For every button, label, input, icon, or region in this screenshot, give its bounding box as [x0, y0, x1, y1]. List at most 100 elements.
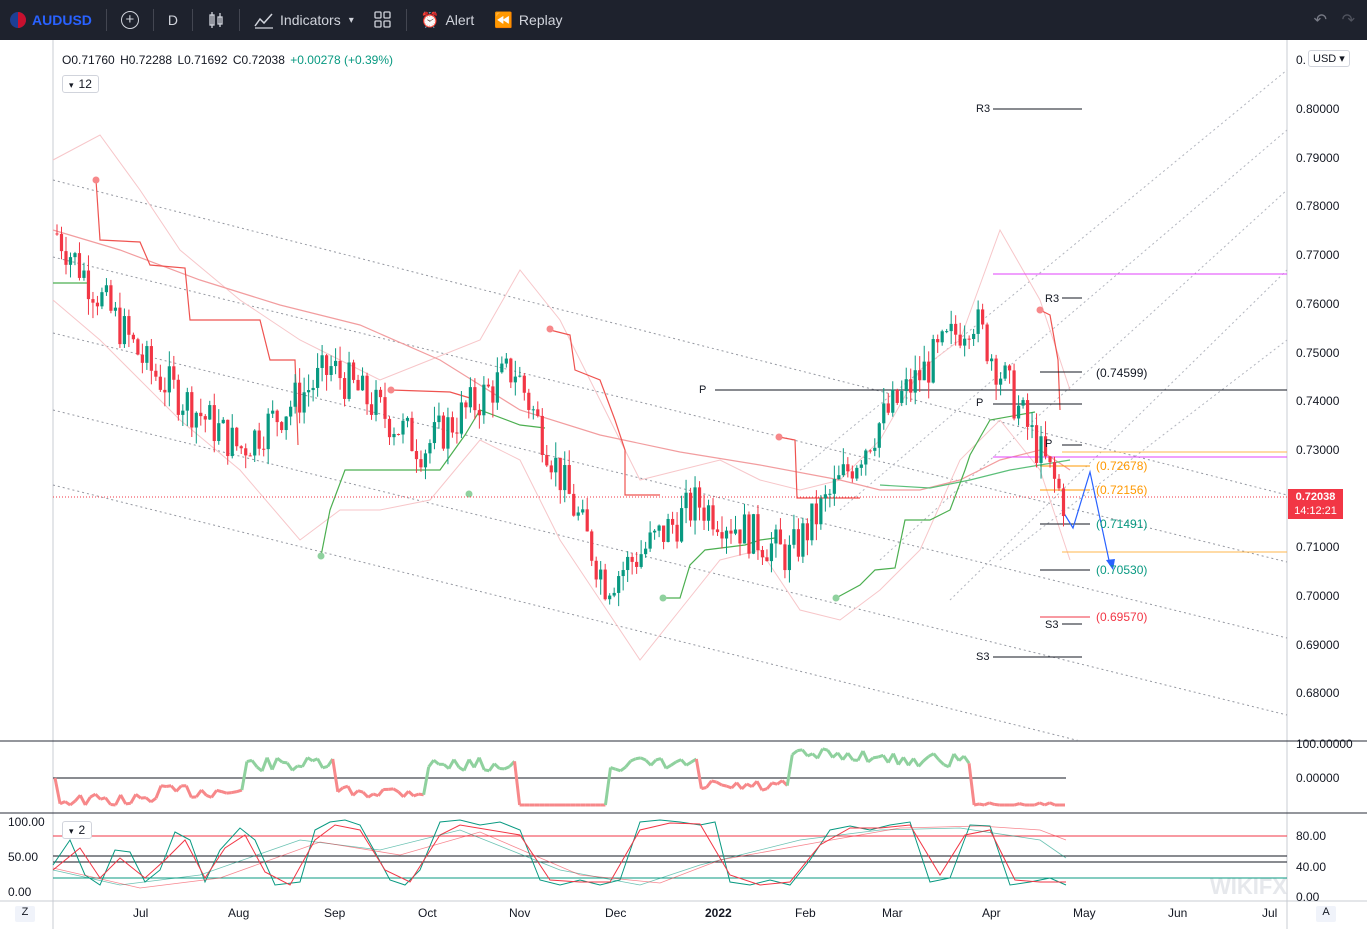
candle-body	[904, 379, 908, 392]
au-us-flag-icon	[10, 12, 26, 28]
supertrend-down	[390, 389, 471, 399]
candle-body	[383, 397, 387, 419]
rising-channel	[799, 69, 1288, 601]
candle-body	[738, 529, 742, 544]
osc1-segment	[619, 765, 627, 773]
osc1-segment	[705, 780, 713, 789]
candle-body	[783, 544, 787, 571]
candle-body	[113, 307, 118, 311]
candle-body	[140, 354, 144, 363]
candle-body	[55, 233, 59, 235]
candle-body	[136, 339, 140, 355]
candle-body	[226, 419, 230, 457]
legend-close: C0.72038	[232, 53, 285, 67]
osc1-segment	[53, 777, 62, 805]
moving-average-slow	[52, 229, 1071, 491]
axis-tick-label: 0.70000	[1296, 589, 1340, 603]
chevron-down-icon: ▾	[1339, 53, 1345, 65]
candle-body	[527, 392, 531, 410]
osc1-segment	[771, 781, 778, 786]
chart-type-button[interactable]	[197, 0, 235, 40]
indicators-button[interactable]: Indicators ▾	[244, 0, 364, 40]
candle-body	[230, 427, 234, 457]
osc1-segment	[297, 764, 303, 769]
osc1-segment	[134, 793, 142, 800]
candle-body	[1039, 436, 1043, 463]
osc1-segment	[477, 757, 486, 771]
candlestick-series	[55, 224, 1066, 607]
compare-button[interactable]: +	[111, 0, 149, 40]
candle-body	[262, 448, 266, 450]
candle-body	[558, 457, 562, 491]
broker-watermark: WIKIFX	[1210, 874, 1287, 899]
candle-body	[895, 389, 899, 403]
osc1-segment	[250, 759, 259, 768]
candle-body	[221, 419, 225, 424]
price-axis-top-label: 0.	[1296, 53, 1307, 67]
osc1-segment	[282, 760, 288, 765]
interval-button[interactable]: D	[158, 0, 188, 40]
replay-button[interactable]: ⏪ Replay	[484, 0, 572, 40]
candle-body	[724, 530, 729, 539]
candle-body	[630, 556, 634, 562]
osc1-segment	[447, 758, 456, 770]
candle-body	[697, 487, 702, 508]
rewind-icon: ⏪	[494, 12, 513, 29]
candle-body	[284, 416, 288, 431]
osc1-segment	[265, 757, 274, 771]
candle-body	[316, 367, 320, 388]
candle-body	[626, 556, 630, 571]
candle-body	[145, 346, 149, 363]
supertrend-down	[778, 436, 860, 499]
candle-body	[644, 548, 648, 555]
osc1-segment	[1039, 801, 1046, 807]
candle-body	[810, 503, 814, 541]
candle-body	[73, 253, 77, 258]
candle-body	[774, 529, 778, 544]
osc1-segment	[624, 760, 632, 768]
candle-body	[1057, 478, 1061, 489]
chart-canvas[interactable]	[0, 40, 1367, 929]
candle-body	[513, 376, 517, 383]
zoom-button[interactable]: Z	[15, 906, 35, 922]
osc1-segment	[761, 787, 768, 792]
legend-high: H0.72288	[120, 53, 173, 67]
osc1-segment	[755, 780, 764, 791]
axis-tick-label: 0.71000	[1296, 540, 1340, 555]
redo-icon[interactable]: ↷	[1341, 12, 1355, 29]
templates-button[interactable]	[364, 0, 402, 40]
candle-body	[248, 455, 252, 457]
candle-body	[769, 543, 774, 562]
candle-body	[733, 529, 738, 534]
osc1-segment	[927, 752, 935, 758]
stoch-count: 2	[78, 823, 86, 837]
candle-body	[109, 285, 113, 311]
candle-body	[1034, 425, 1039, 463]
candle-body	[365, 375, 369, 405]
osc1-segment	[184, 785, 193, 798]
candle-body	[886, 403, 890, 413]
osc1-segment	[655, 757, 662, 762]
candle-body	[253, 430, 257, 456]
candle-body	[891, 389, 895, 413]
osc1-segment	[962, 755, 971, 765]
candle-body	[1016, 405, 1021, 419]
osc1-segment	[331, 758, 340, 793]
candle-body	[320, 355, 324, 368]
candle-body	[307, 390, 311, 393]
pivot-label-r3: R3	[1045, 293, 1060, 305]
candle-body	[338, 360, 342, 379]
time-tick-label: Jul	[1262, 906, 1278, 920]
currency-button[interactable]: USD ▾	[1308, 50, 1350, 67]
undo-icon[interactable]: ↶	[1313, 12, 1327, 29]
moving-average-fast	[879, 459, 1071, 489]
stoch-pane-toggle[interactable]: ▾ 2	[62, 821, 93, 839]
indicators-toggle[interactable]: ▾ 12	[62, 75, 99, 93]
alert-button[interactable]: ⏰ Alert	[411, 0, 484, 40]
candle-body	[122, 316, 126, 345]
symbol-search[interactable]: AUDUSD	[0, 0, 102, 40]
auto-scale-button[interactable]: A	[1316, 906, 1336, 922]
candle-body	[994, 358, 998, 385]
candle-body	[545, 454, 549, 466]
osc1-segment	[776, 779, 784, 786]
